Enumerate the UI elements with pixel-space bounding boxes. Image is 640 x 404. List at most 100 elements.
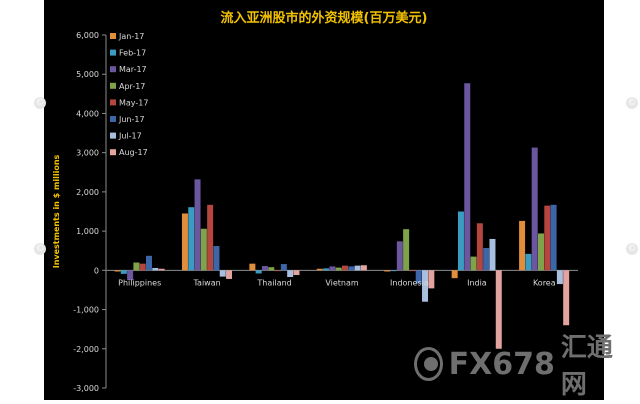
y-axis-label: Investments in $ millions — [52, 154, 61, 268]
y-tick-label: 3,000 — [76, 149, 99, 158]
bar — [409, 270, 416, 272]
legend-label: Feb-17 — [119, 49, 146, 58]
copyright-mark-right-top: © — [626, 97, 638, 109]
bar — [396, 241, 403, 271]
y-tick-label: -3,000 — [73, 384, 99, 393]
bar-chart: 流入亚洲股市的外资规模(百万美元) Investments in $ millio… — [52, 10, 578, 393]
bar — [519, 220, 526, 271]
bar — [249, 263, 256, 271]
category-label: Vietnam — [325, 278, 359, 287]
bar — [213, 246, 220, 271]
bar — [390, 270, 397, 272]
bar — [146, 255, 153, 271]
fx678-logo-icon — [414, 347, 443, 381]
bar — [120, 270, 127, 274]
fx678-watermark: FX678 汇通网 — [414, 333, 624, 400]
bar — [537, 233, 544, 271]
y-tick-label: -1,000 — [73, 306, 99, 315]
bar — [354, 265, 361, 271]
copyright-mark-left-bottom: © — [34, 243, 46, 255]
category-label: Philippines — [118, 278, 161, 287]
category-label: Korea — [533, 278, 556, 287]
bar — [133, 262, 140, 271]
legend-swatch — [110, 49, 116, 56]
y-tick-label: 1,000 — [76, 227, 99, 236]
bar — [348, 266, 355, 271]
bar — [563, 270, 570, 326]
legend-label: Jun-17 — [118, 115, 145, 124]
legend-label: May-17 — [119, 98, 148, 107]
copyright-mark-left-top: © — [34, 97, 46, 109]
bar — [525, 253, 532, 271]
category-label: India — [467, 278, 487, 287]
category-label: Indonesia — [390, 278, 429, 287]
legend-swatch — [110, 33, 116, 39]
bar — [127, 270, 134, 281]
bar — [360, 265, 367, 271]
bar — [287, 270, 294, 277]
bar — [219, 270, 226, 277]
bar — [403, 229, 410, 271]
bar — [428, 270, 435, 289]
bar — [531, 147, 538, 271]
legend-swatch — [110, 116, 116, 122]
bar — [476, 223, 483, 271]
legend-label: Jan-17 — [118, 32, 144, 41]
bar — [261, 266, 268, 271]
legend-label: Apr-17 — [119, 82, 145, 91]
y-tick-label: 6,000 — [76, 31, 99, 40]
category-label: Taiwan — [192, 278, 220, 287]
legend-swatch — [110, 132, 116, 139]
bar — [483, 247, 490, 271]
legend-label: Aug-17 — [119, 148, 148, 157]
bar — [226, 270, 233, 279]
bar — [550, 204, 557, 271]
legend-label: Jul-17 — [118, 132, 142, 141]
bar — [194, 179, 201, 271]
bar — [495, 270, 502, 349]
bar — [268, 267, 275, 271]
legend-label: Mar-17 — [119, 65, 147, 74]
bar — [158, 268, 165, 271]
watermark-cn: 汇通网 — [560, 333, 613, 400]
bar — [457, 211, 464, 271]
bar — [255, 270, 262, 274]
bar — [152, 267, 159, 271]
y-tick-label: 0 — [94, 266, 99, 275]
bar — [188, 207, 195, 271]
bar — [470, 256, 477, 271]
y-tick-label: 4,000 — [76, 109, 99, 118]
legend-swatch — [110, 82, 116, 89]
bar — [451, 270, 458, 279]
bar — [316, 268, 323, 271]
category-label: Thailand — [256, 278, 291, 287]
bar — [384, 270, 391, 272]
y-tick-label: 2,000 — [76, 188, 99, 197]
bar — [323, 268, 330, 271]
chart-panel: 流入亚洲股市的外资规模(百万美元) Investments in $ millio… — [44, 0, 604, 400]
bar — [544, 205, 551, 271]
bar — [200, 228, 207, 271]
bar — [181, 213, 188, 271]
bar — [329, 266, 336, 271]
y-tick-label: 5,000 — [76, 70, 99, 79]
bar — [415, 270, 422, 284]
watermark-brand: FX678 — [448, 346, 555, 382]
bar — [274, 270, 281, 272]
chart-title: 流入亚洲股市的外资规模(百万美元) — [221, 10, 428, 26]
bar — [489, 238, 496, 271]
bar — [280, 264, 287, 271]
bar — [556, 270, 563, 285]
bar — [114, 270, 121, 272]
y-tick-label: -2,000 — [73, 345, 99, 354]
bar — [335, 267, 342, 271]
legend-swatch — [110, 66, 116, 73]
bar — [293, 270, 300, 276]
bar — [342, 265, 348, 271]
legend-swatch — [110, 149, 116, 156]
legend-swatch — [110, 99, 116, 106]
bar — [139, 263, 146, 271]
bar — [207, 204, 214, 271]
bar — [464, 83, 471, 271]
copyright-mark-right-bottom: © — [626, 243, 638, 255]
